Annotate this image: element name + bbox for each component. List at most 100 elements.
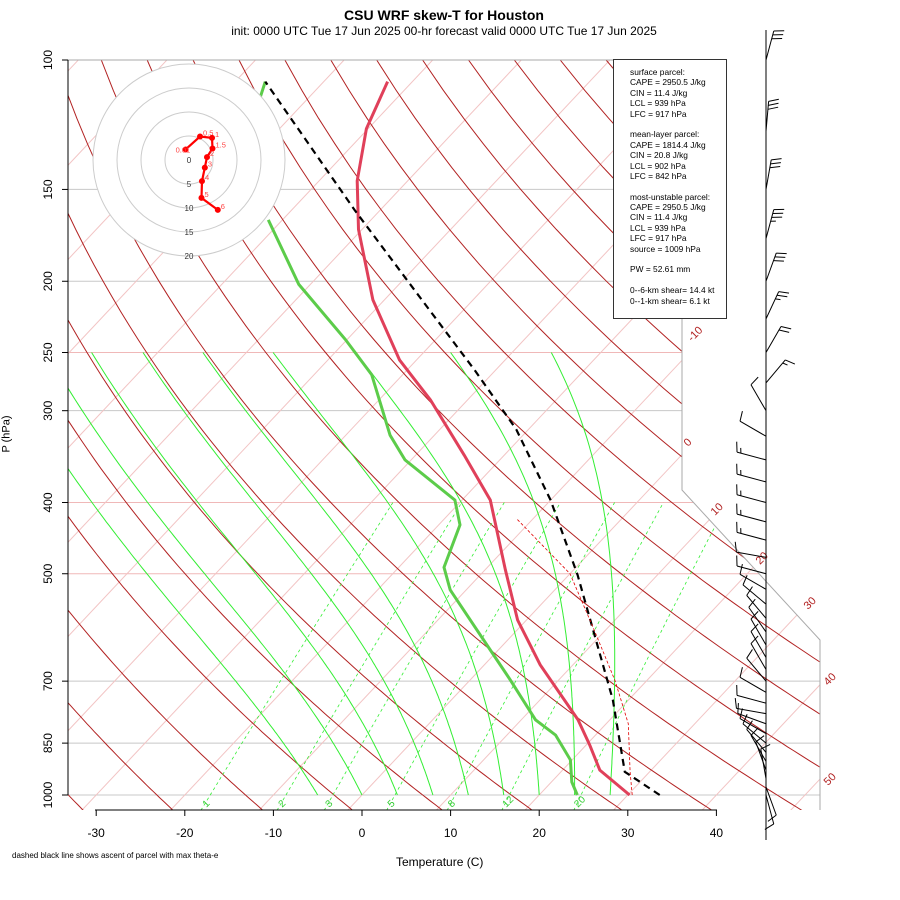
wind-barb-flag [778,291,790,294]
wind-barb [739,410,767,437]
dewpoint-line [266,219,579,796]
wind-barb [746,586,767,619]
isotherm-label: 50 [822,771,839,788]
wind-barb [765,158,782,190]
hodograph-ring-label: 15 [185,228,194,237]
hodograph-ring [116,87,262,233]
hodograph-ring-label: 10 [185,204,194,213]
wind-barb [739,564,767,590]
hodograph-point [182,146,189,153]
dry-adiabat-line [222,60,820,810]
wind-barb-shaft [746,657,767,682]
hodograph-point-label: 1.5 [216,140,226,149]
wind-barb [734,697,767,715]
moist-adiabat-line [91,352,398,796]
footnote: dashed black line shows ascent of parcel… [12,851,219,860]
wind-barb-flag [769,166,781,169]
isotherm-line [68,60,554,810]
wind-barb-shaft [739,420,767,437]
x-tick-label: 0 [359,826,366,840]
isotherm-label: 30 [802,595,819,612]
wind-barb [742,575,767,605]
hodograph-background [93,64,285,256]
y-tick-label: 850 [41,733,55,753]
isotherm-line [258,60,820,810]
moist-adiabat-line [450,352,576,795]
wind-barb [746,649,767,682]
wind-barb [736,684,767,704]
y-axis-label: P (hPa) [0,415,13,453]
mixing-ratio-line [573,502,728,810]
mixing-ratio-line [501,502,664,810]
isotherm-line [701,60,820,810]
wind-barb [765,291,790,320]
wind-barb-flag [771,158,782,161]
wind-barb-flag [750,611,759,620]
wind-barb-flag [750,635,759,644]
hodograph-ring-label: 20 [185,252,194,261]
wind-barb-half-flag [775,298,781,301]
info-line: 0--6-km shear= 14.4 kt [630,285,715,296]
info-line: LCL = 902 hPa [630,160,686,171]
wind-barb-flag [734,697,737,709]
wind-barb [760,743,771,779]
wind-barb [736,503,767,523]
isotherm-line [789,60,820,810]
info-line: LCL = 939 hPa [630,98,686,109]
wind-barb-flag [778,329,790,333]
info-line [630,275,726,285]
wind-barb [765,252,787,282]
y-tick-label: 700 [41,671,55,691]
wind-barb-shaft [755,741,767,771]
wind-barb-flag [742,714,748,725]
wind-barb-shaft [736,694,767,704]
wind-barb-flag [750,727,759,736]
wind-barb [765,30,785,61]
moist-adiabat-line [68,352,363,796]
y-tick-label: 150 [41,179,55,199]
wind-barb-flag [737,703,739,714]
mixing-ratio-line [446,502,615,810]
wind-barb-shaft [765,209,775,239]
parcel-info-box: surface parcel: CAPE = 2950.5 J/kg CIN = 1… [613,59,727,319]
wind-barb-shaft [750,384,767,411]
hodograph-point-label: 4 [205,173,209,182]
dry-adiabat-line [68,60,713,810]
chart-title: CSU WRF skew-T for Houston [344,7,544,23]
hodograph-point-label: 2 [210,149,214,158]
isotherm-line [524,60,820,810]
hodograph-point-label: 0.01 [176,145,191,154]
y-tick-label: 100 [41,50,55,70]
wind-barb-shaft [750,631,767,658]
moist-adiabat-line [550,352,616,796]
x-tick-label: -30 [88,826,106,840]
hodograph-ring [92,63,286,257]
hodograph-ring [164,135,214,185]
wind-barb [750,635,767,670]
wind-barb-flag [770,162,781,165]
info-line: CAPE = 2950.5 J/kg [630,202,706,213]
wind-barb-shaft [760,748,767,779]
wind-barb-shaft [765,359,786,384]
wind-barb-flag [750,376,759,386]
x-tick-label: 10 [444,826,458,840]
wind-barb-flag [748,598,756,608]
y-tick-label: 300 [41,400,55,420]
isotherm-label: 20 [754,550,771,567]
hodograph-point [201,164,208,171]
wind-barb-flag [746,586,753,596]
wind-barb [736,484,767,503]
wind-barb-shaft [765,794,775,825]
wind-barb [765,208,785,239]
wind-barb-flag [776,294,788,298]
info-line [630,119,726,129]
wind-barb [739,667,767,693]
hodograph-point-label: 6 [221,202,225,211]
y-tick-label: 400 [41,492,55,512]
dry-adiabat-line [267,60,820,810]
wind-barb-shaft [736,551,767,558]
wind-barb-flag [774,256,786,258]
wind-barb-flag [768,102,779,106]
info-line: CIN = 20.8 J/kg [630,150,688,161]
